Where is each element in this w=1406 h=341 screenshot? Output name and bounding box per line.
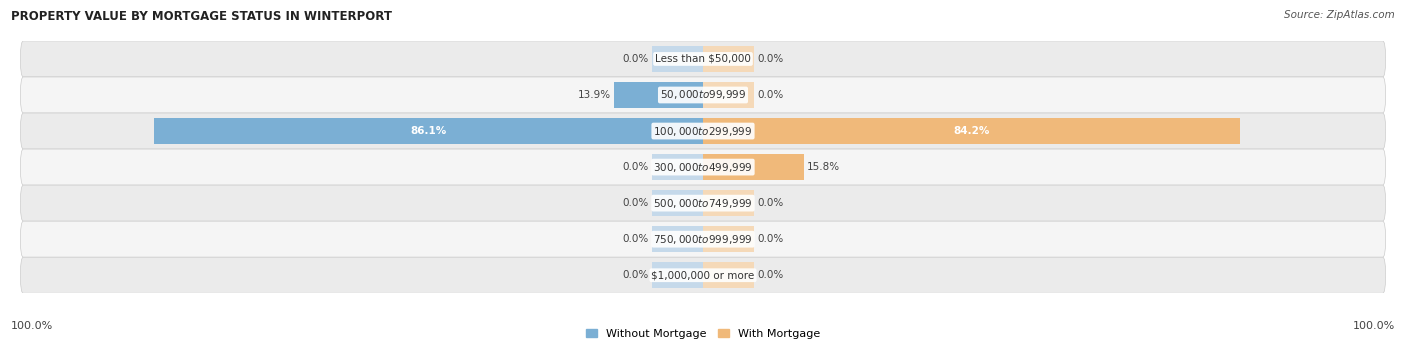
Bar [703,262,754,288]
Text: PROPERTY VALUE BY MORTGAGE STATUS IN WINTERPORT: PROPERTY VALUE BY MORTGAGE STATUS IN WIN… [11,10,392,23]
Text: $750,000 to $999,999: $750,000 to $999,999 [654,233,752,246]
Text: 86.1%: 86.1% [411,126,447,136]
FancyBboxPatch shape [21,77,1385,113]
FancyBboxPatch shape [21,41,1385,77]
FancyBboxPatch shape [21,113,1385,149]
Text: 0.0%: 0.0% [623,234,648,244]
Text: 15.8%: 15.8% [807,162,841,172]
Text: $100,000 to $299,999: $100,000 to $299,999 [654,124,752,137]
Text: 0.0%: 0.0% [758,270,783,280]
Text: 0.0%: 0.0% [623,54,648,64]
Text: 84.2%: 84.2% [953,126,990,136]
Bar [703,46,754,72]
Bar [703,154,804,180]
Bar [652,226,703,252]
Legend: Without Mortgage, With Mortgage: Without Mortgage, With Mortgage [582,324,824,341]
Text: 100.0%: 100.0% [1353,321,1395,331]
Text: 0.0%: 0.0% [623,198,648,208]
Text: 0.0%: 0.0% [758,54,783,64]
Bar [652,190,703,216]
Text: 0.0%: 0.0% [623,162,648,172]
Text: 0.0%: 0.0% [758,198,783,208]
Bar [703,226,754,252]
Bar [652,46,703,72]
Bar [652,154,703,180]
FancyBboxPatch shape [21,257,1385,293]
Text: $1,000,000 or more: $1,000,000 or more [651,270,755,280]
FancyBboxPatch shape [21,149,1385,185]
Bar [703,118,754,144]
FancyBboxPatch shape [21,221,1385,257]
Bar [703,154,754,180]
Bar [614,82,703,108]
Text: 0.0%: 0.0% [758,234,783,244]
Bar [153,118,703,144]
Bar [703,82,754,108]
Text: $500,000 to $749,999: $500,000 to $749,999 [654,197,752,210]
Bar [652,262,703,288]
Text: 0.0%: 0.0% [623,270,648,280]
Bar [703,118,1240,144]
Bar [652,82,703,108]
FancyBboxPatch shape [21,185,1385,221]
Text: $300,000 to $499,999: $300,000 to $499,999 [654,161,752,174]
Text: Source: ZipAtlas.com: Source: ZipAtlas.com [1284,10,1395,20]
Text: 100.0%: 100.0% [11,321,53,331]
Bar [652,118,703,144]
Text: $50,000 to $99,999: $50,000 to $99,999 [659,89,747,102]
Text: Less than $50,000: Less than $50,000 [655,54,751,64]
Text: 0.0%: 0.0% [758,90,783,100]
Text: 13.9%: 13.9% [578,90,612,100]
Bar [703,190,754,216]
